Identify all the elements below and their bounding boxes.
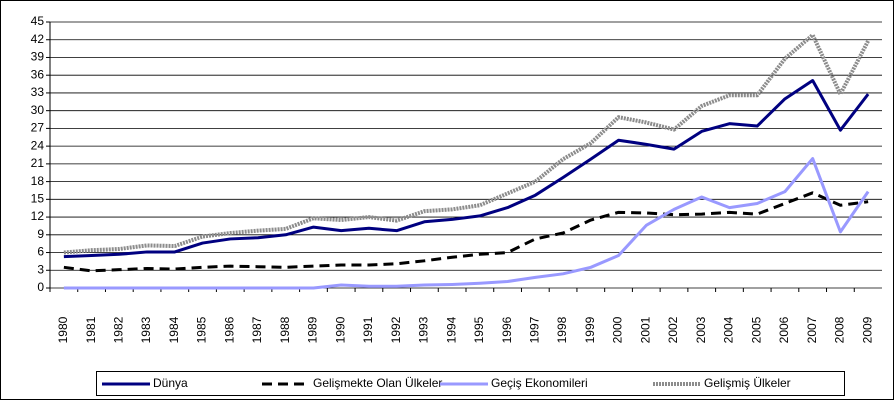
x-tick-label: 1993 [417, 316, 431, 343]
y-tick-label: 39 [31, 50, 45, 64]
x-tick-label: 1992 [389, 316, 403, 343]
y-tick-label: 15 [31, 192, 45, 206]
y-tick-label: 21 [31, 156, 45, 170]
y-tick-label: 33 [31, 85, 45, 99]
x-tick-label: 1986 [222, 316, 236, 343]
series-line [63, 33, 870, 255]
y-tick-label: 45 [31, 14, 45, 28]
x-tick-label: 1997 [528, 316, 542, 343]
x-tick-label: 2004 [722, 316, 736, 343]
x-tick-label: 2000 [611, 316, 625, 343]
legend-label: Geçiş Ekonomileri [491, 376, 588, 390]
x-tick-label: 2002 [666, 316, 680, 343]
x-tick-label: 1990 [333, 316, 347, 343]
x-tick-label: 1984 [167, 316, 181, 343]
x-tick-label: 1991 [361, 316, 375, 343]
x-tick-label: 1987 [250, 316, 264, 343]
y-tick-label: 0 [37, 280, 44, 294]
series-line [63, 191, 869, 273]
series-line [63, 79, 870, 259]
legend-label: Gelişmekte Olan Ülkeler [313, 376, 442, 390]
x-tick-label: 1980 [56, 316, 70, 343]
x-tick-label: 1989 [306, 316, 320, 343]
legend-label: Dünya [153, 376, 188, 390]
x-tick-label: 1988 [278, 316, 292, 343]
y-tick-label: 6 [37, 245, 44, 259]
x-tick-label: 2005 [749, 316, 763, 343]
x-tick-label: 2003 [694, 316, 708, 343]
x-tick-label: 1982 [112, 316, 126, 343]
x-tick-label: 2001 [638, 316, 652, 343]
y-tick-label: 9 [37, 227, 44, 241]
x-tick-label: 1994 [444, 316, 458, 343]
x-tick-label: 1999 [583, 316, 597, 343]
y-tick-label: 12 [31, 209, 45, 223]
y-tick-label: 36 [31, 67, 45, 81]
x-tick-label: 1985 [195, 316, 209, 343]
x-tick-label: 1996 [500, 316, 514, 343]
legend-label: Gelişmiş Ülkeler [704, 376, 791, 390]
y-tick-label: 3 [37, 262, 44, 276]
x-tick-label: 2009 [860, 316, 874, 343]
y-tick-label: 30 [31, 103, 45, 117]
y-tick-label: 42 [31, 32, 45, 46]
x-tick-label: 1983 [139, 316, 153, 343]
x-tick-label: 2008 [833, 316, 847, 343]
x-tick-label: 2007 [805, 316, 819, 343]
y-tick-label: 27 [31, 121, 45, 135]
y-tick-label: 24 [31, 138, 45, 152]
x-tick-label: 1998 [555, 316, 569, 343]
y-tick-label: 18 [31, 174, 45, 188]
x-tick-label: 1995 [472, 316, 486, 343]
x-tick-label: 1981 [84, 316, 98, 343]
series-line [63, 157, 870, 290]
x-tick-label: 2006 [777, 316, 791, 343]
